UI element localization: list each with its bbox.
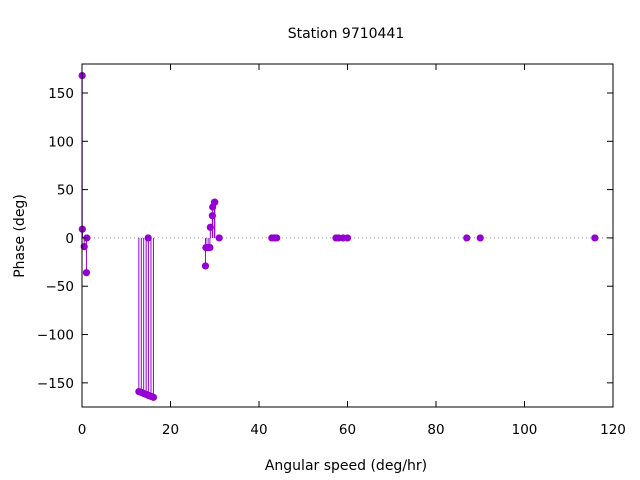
data-point [463,234,471,242]
x-tick-label: 20 [162,422,179,438]
data-point [208,212,216,220]
data-point [201,262,210,270]
axis-ticks: 0 20 40 60 80 100 120 −150 −100 −50 0 50 100 150 [37,64,626,438]
plot-area [78,71,613,401]
data-point [82,269,91,277]
x-tick-label: 120 [600,422,626,438]
data-point [211,198,219,206]
data-point [206,223,214,231]
y-tick-label: 0 [65,231,74,247]
data-point [476,234,484,242]
x-tick-label: 100 [512,422,538,438]
data-point [206,243,214,252]
data-point [149,393,158,401]
x-axis-label: Angular speed (deg/hr) [265,458,427,474]
data-point [144,234,152,242]
data-point [215,234,223,242]
y-tick-label: 50 [57,183,74,199]
x-tick-label: 60 [339,422,356,438]
data-point [343,234,352,242]
y-tick-label: 100 [48,134,74,150]
data-point [591,234,599,242]
x-tick-label: 0 [78,422,87,438]
x-tick-label: 80 [427,422,444,438]
x-tick-label: 40 [250,422,267,438]
data-point [273,234,281,242]
y-tick-label: −100 [37,328,74,344]
y-tick-label: −150 [37,376,74,392]
y-tick-label: −50 [46,279,75,295]
y-tick-label: 150 [48,86,74,102]
y-axis-label: Phase (deg) [12,194,28,278]
chart-title: Station 9710441 [288,26,405,42]
